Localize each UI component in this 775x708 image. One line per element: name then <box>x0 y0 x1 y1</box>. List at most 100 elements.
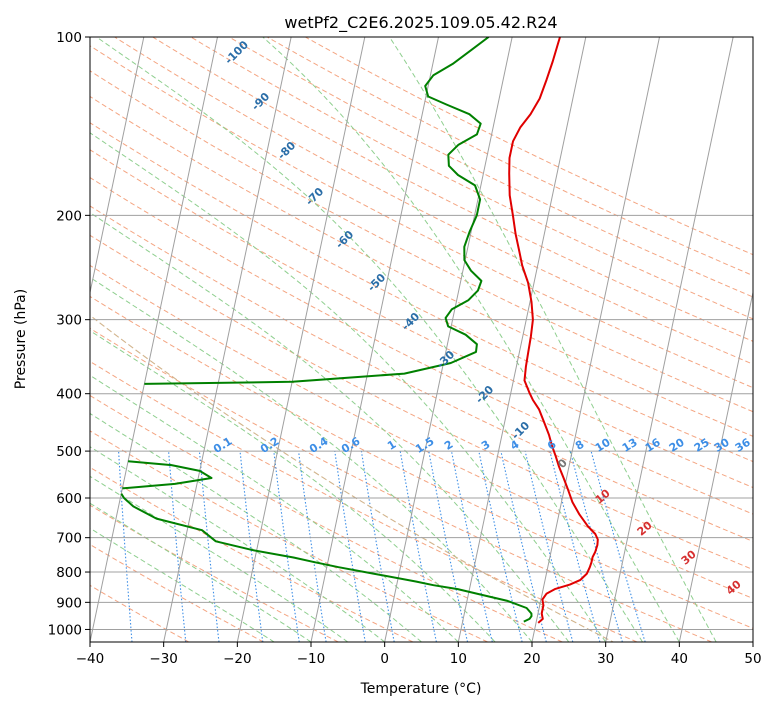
dry-adiabat-label: -80 <box>275 139 298 162</box>
mixing-ratio-line <box>399 451 437 642</box>
dry-adiabat-line <box>190 37 753 320</box>
mixing-ratio-label: 8 <box>573 438 586 453</box>
moist-adiabat-line <box>90 475 349 642</box>
mixing-ratio-label: 25 <box>692 436 712 455</box>
y-tick-label: 600 <box>56 491 82 507</box>
mixing-ratio-label: 1 <box>385 438 398 453</box>
isotherm-line <box>236 37 366 642</box>
moist-adiabat-label: 10 <box>593 486 613 506</box>
mixing-ratio-line <box>549 450 601 642</box>
mixing-ratio-label: 10 <box>593 436 613 455</box>
temperature-line <box>508 37 599 624</box>
isotherm-line <box>90 37 218 642</box>
dry-adiabat-label: -70 <box>303 185 326 208</box>
isotherm-line <box>457 37 587 642</box>
x-tick-label: 10 <box>450 651 467 667</box>
y-tick-label: 400 <box>56 387 82 403</box>
dry-adiabat-label: -20 <box>473 383 496 406</box>
mixing-ratio-line <box>118 451 133 642</box>
moist-adiabat-line <box>90 374 459 642</box>
dry-adiabat-line <box>90 295 753 629</box>
isotherm-line <box>163 37 292 642</box>
mixing-ratio-line <box>478 450 523 642</box>
mixing-ratio-label: 20 <box>667 436 687 455</box>
dry-adiabat-line <box>152 37 753 342</box>
dry-adiabat-line <box>90 360 638 642</box>
dry-adiabat-line <box>90 466 414 642</box>
mixing-ratio-line <box>360 451 395 642</box>
dry-adiabat-line <box>90 45 753 389</box>
mixing-ratio-line <box>273 451 300 642</box>
mixing-ratio-line <box>298 451 327 642</box>
reference-curve <box>90 314 614 642</box>
dry-adiabat-line <box>90 234 753 571</box>
mixing-ratio-label: 1.5 <box>413 435 436 456</box>
isotherm-line <box>605 37 734 642</box>
isotherm-line <box>384 37 513 642</box>
dry-adiabat-line <box>90 205 753 542</box>
mixing-ratio-label: 13 <box>620 436 640 455</box>
y-tick-label: 1000 <box>48 622 82 638</box>
mixing-ratio-line <box>524 450 574 642</box>
y-tick-label: 800 <box>56 565 82 581</box>
y-tick-label: 700 <box>56 531 82 547</box>
y-tick-label: 300 <box>56 313 82 329</box>
y-axis-label: Pressure (hPa) <box>13 289 29 389</box>
moist-adiabat-line <box>90 446 385 642</box>
moist-adiabat-line <box>90 276 533 642</box>
x-tick-label: 40 <box>671 651 688 667</box>
mixing-ratio-line <box>428 451 469 642</box>
x-tick-label: −20 <box>223 651 252 667</box>
x-tick-label: −10 <box>297 651 326 667</box>
dry-adiabat-label: -90 <box>249 90 272 113</box>
moist-adiabat-line <box>90 412 422 642</box>
dry-adiabat-line <box>90 176 753 515</box>
mixing-ratio-line <box>590 450 646 642</box>
x-tick-label: 20 <box>523 651 540 667</box>
x-axis-label: Temperature (°C) <box>360 681 482 697</box>
moist-adiabat-line <box>90 212 570 642</box>
mixing-ratio-label: 6 <box>545 438 559 453</box>
dry-adiabat-line <box>90 70 753 413</box>
dry-adiabat-label: -100 <box>222 38 251 67</box>
isotherm-line <box>678 289 753 642</box>
dewpoint-line <box>120 493 533 623</box>
y-tick-label: 500 <box>56 444 82 460</box>
dry-adiabat-label: -40 <box>399 310 422 333</box>
y-tick-label: 200 <box>56 208 82 224</box>
dry-adiabat-line <box>114 37 753 365</box>
dry-adiabat-line <box>90 264 753 600</box>
x-tick-label: 0 <box>380 651 389 667</box>
mixing-ratio-label: 0.1 <box>211 435 234 456</box>
dry-adiabat-label: -60 <box>333 228 356 251</box>
mixing-ratio-line <box>168 451 187 642</box>
moist-adiabat-label: 40 <box>724 577 744 597</box>
mixing-ratio-label: 0.4 <box>307 434 331 456</box>
dry-adiabat-line <box>90 95 753 437</box>
moist-adiabat-line <box>90 330 496 642</box>
reference-curve <box>0 37 12 602</box>
y-tick-label: 900 <box>56 595 82 611</box>
mixing-ratio-line <box>500 450 547 642</box>
mixing-ratio-label: 3 <box>479 438 492 453</box>
y-tick-label: 100 <box>56 30 82 46</box>
moist-adiabat-line <box>90 527 275 642</box>
isotherm-line <box>531 37 660 642</box>
dry-adiabat-line <box>90 122 753 463</box>
moist-adiabat-line <box>90 132 607 642</box>
x-tick-label: 50 <box>744 651 761 667</box>
mixing-ratio-label: 2 <box>442 438 455 453</box>
dry-adiabat-line <box>90 430 488 642</box>
chart-title: wetPf2_C2E6.2025.109.05.42.R24 <box>284 13 557 33</box>
isotherm-line <box>0 37 70 642</box>
isotherm-line <box>310 37 439 642</box>
mixing-ratio-line <box>450 450 493 642</box>
x-tick-label: −30 <box>149 651 178 667</box>
dry-adiabat-label: -30 <box>434 348 457 371</box>
mixing-ratio-line <box>569 450 623 642</box>
dewpoint-line <box>122 460 213 490</box>
dry-adiabat-line <box>90 394 563 642</box>
plot-frame <box>89 36 754 643</box>
dry-adiabat-line <box>266 37 753 277</box>
moist-adiabat-line <box>96 37 643 642</box>
